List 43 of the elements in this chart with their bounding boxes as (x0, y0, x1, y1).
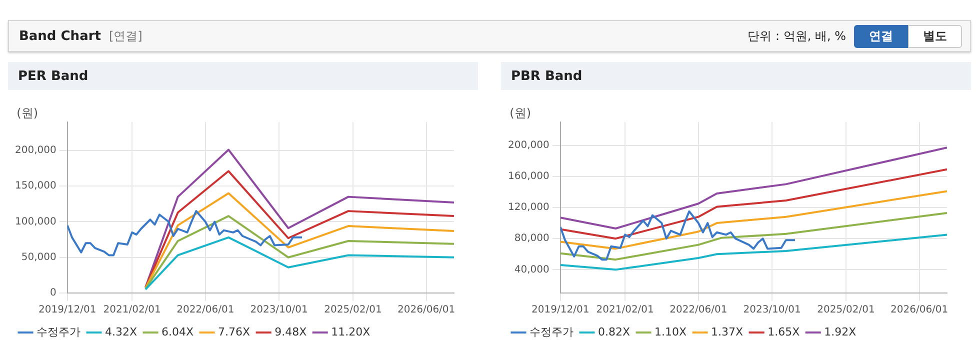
legend-label: 1.10X (654, 325, 688, 338)
y-tick-label: 0 (50, 288, 56, 299)
y-tick-label: 200,000 (14, 145, 56, 156)
legend-label: 1.92X (824, 325, 857, 338)
y-tick-label: 80,000 (514, 233, 550, 244)
x-tick-label: 2021/02/01 (103, 304, 161, 316)
toggle-button: 별도 (908, 24, 962, 48)
x-tick-label: 2022/06/01 (176, 304, 234, 316)
legend-label: 수정주가 (530, 325, 574, 338)
legend-label: 1.37X (711, 325, 744, 338)
x-tick-label: 2023/10/01 (250, 304, 308, 316)
text: 단위 : 억원, 배, % (748, 28, 846, 44)
x-tick-label: 2025/02/01 (817, 304, 875, 316)
text: [연결] (108, 28, 142, 44)
legend-label: 0.82X (598, 325, 630, 338)
toggle-button: 연결 (854, 24, 908, 48)
chart-title: PER Band (8, 62, 478, 90)
legend-label: 4.32X (105, 325, 138, 338)
y-tick-label: 160,000 (508, 171, 550, 182)
y-axis-title: (원) (16, 106, 38, 120)
y-tick-label: 40,000 (514, 264, 550, 276)
y-axis-title: (원) (510, 106, 532, 120)
legend-label: 7.76X (218, 325, 251, 338)
x-tick-label: 2021/02/01 (596, 304, 654, 316)
x-tick-label: 2026/06/01 (398, 304, 456, 316)
legend-label: 11.20X (331, 325, 371, 338)
legend-label: 6.04X (162, 325, 194, 338)
legend-label: 9.48X (274, 325, 308, 338)
y-tick-label: 50,000 (21, 252, 56, 263)
x-tick-label: 2019/12/01 (38, 304, 96, 316)
y-tick-label: 100,000 (14, 216, 56, 228)
chart-title: PBR Band (501, 62, 971, 90)
x-tick-label: 2022/06/01 (670, 304, 728, 316)
legend-label: 수정주가 (36, 325, 80, 338)
x-tick-label: 2023/10/01 (743, 304, 801, 316)
legend-label: 1.65X (768, 325, 800, 338)
x-tick-label: 2019/12/01 (532, 304, 590, 316)
x-tick-label: 2025/02/01 (324, 304, 382, 316)
x-tick-label: 2026/06/01 (890, 304, 948, 316)
y-tick-label: 150,000 (14, 180, 56, 192)
text: Band Chart (19, 28, 101, 44)
y-tick-label: 200,000 (508, 140, 550, 151)
y-tick-label: 120,000 (508, 202, 550, 214)
